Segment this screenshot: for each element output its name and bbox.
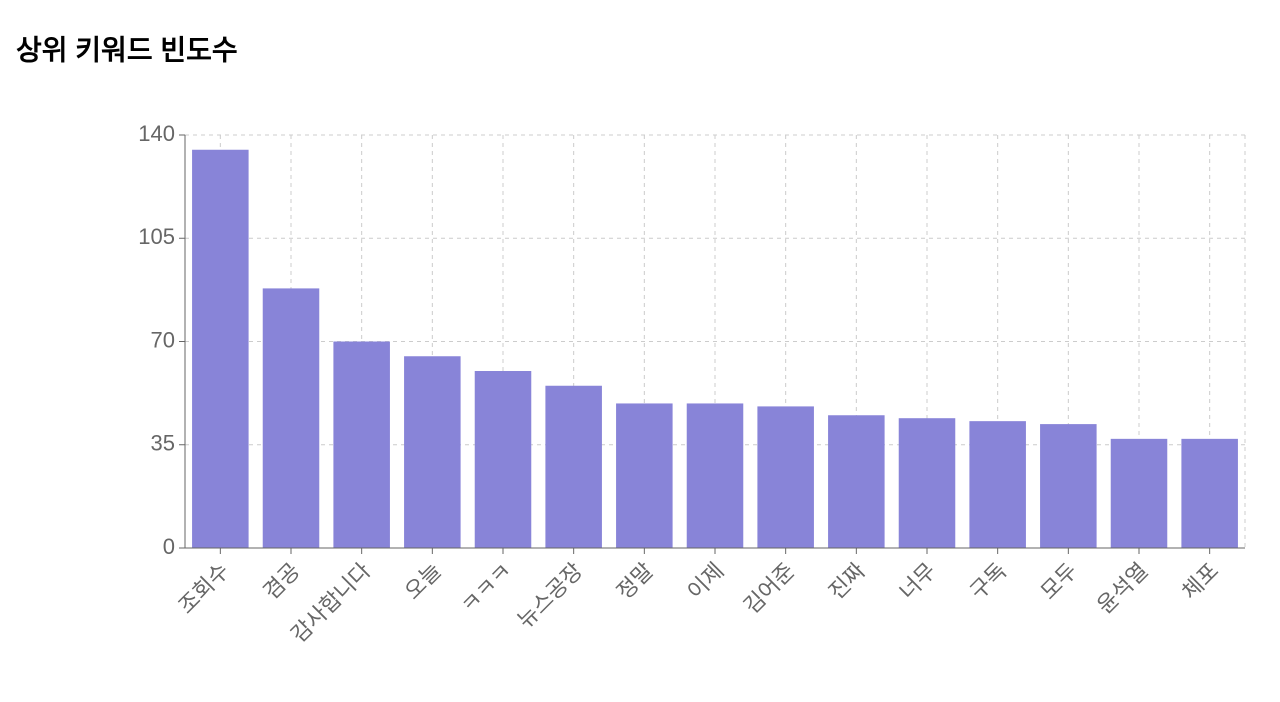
x-tick-label: 겸공 [258, 558, 304, 604]
bar [1040, 424, 1097, 548]
y-tick-label: 105 [138, 224, 175, 249]
bar [616, 403, 673, 548]
bar [192, 149, 249, 548]
y-tick-label: 0 [163, 534, 175, 559]
bar [898, 418, 956, 548]
bar [1110, 438, 1168, 548]
x-tick-label: 오늘 [400, 558, 446, 604]
x-tick-label: 진짜 [824, 558, 870, 604]
x-tick-label: 이제 [682, 558, 728, 604]
bar [474, 371, 532, 548]
x-tick-label: ㅋㅋㅋ [456, 558, 517, 619]
bar [545, 385, 602, 548]
bar [333, 341, 390, 548]
x-tick-label: 너무 [894, 558, 940, 604]
x-tick-label: 구독 [965, 558, 1011, 604]
bar [969, 421, 1026, 548]
bar [1181, 438, 1238, 548]
y-tick-label: 35 [151, 431, 175, 456]
y-tick-label: 70 [151, 327, 175, 352]
bar [262, 288, 320, 548]
bar [828, 415, 885, 548]
x-tick-label: 김어준 [739, 558, 800, 619]
bar [757, 406, 814, 548]
x-tick-label: 뉴스공장 [512, 558, 587, 633]
bar [404, 356, 461, 548]
y-tick-label: 140 [138, 121, 175, 146]
bar [686, 403, 744, 548]
x-tick-label: 조회수 [173, 558, 234, 619]
x-tick-label: 정말 [612, 558, 658, 604]
x-tick-label: 체포 [1177, 558, 1223, 604]
x-tick-label: 윤석열 [1092, 558, 1153, 619]
x-tick-label: 모두 [1036, 558, 1082, 604]
chart-title: 상위 키워드 빈도수 [16, 34, 238, 65]
